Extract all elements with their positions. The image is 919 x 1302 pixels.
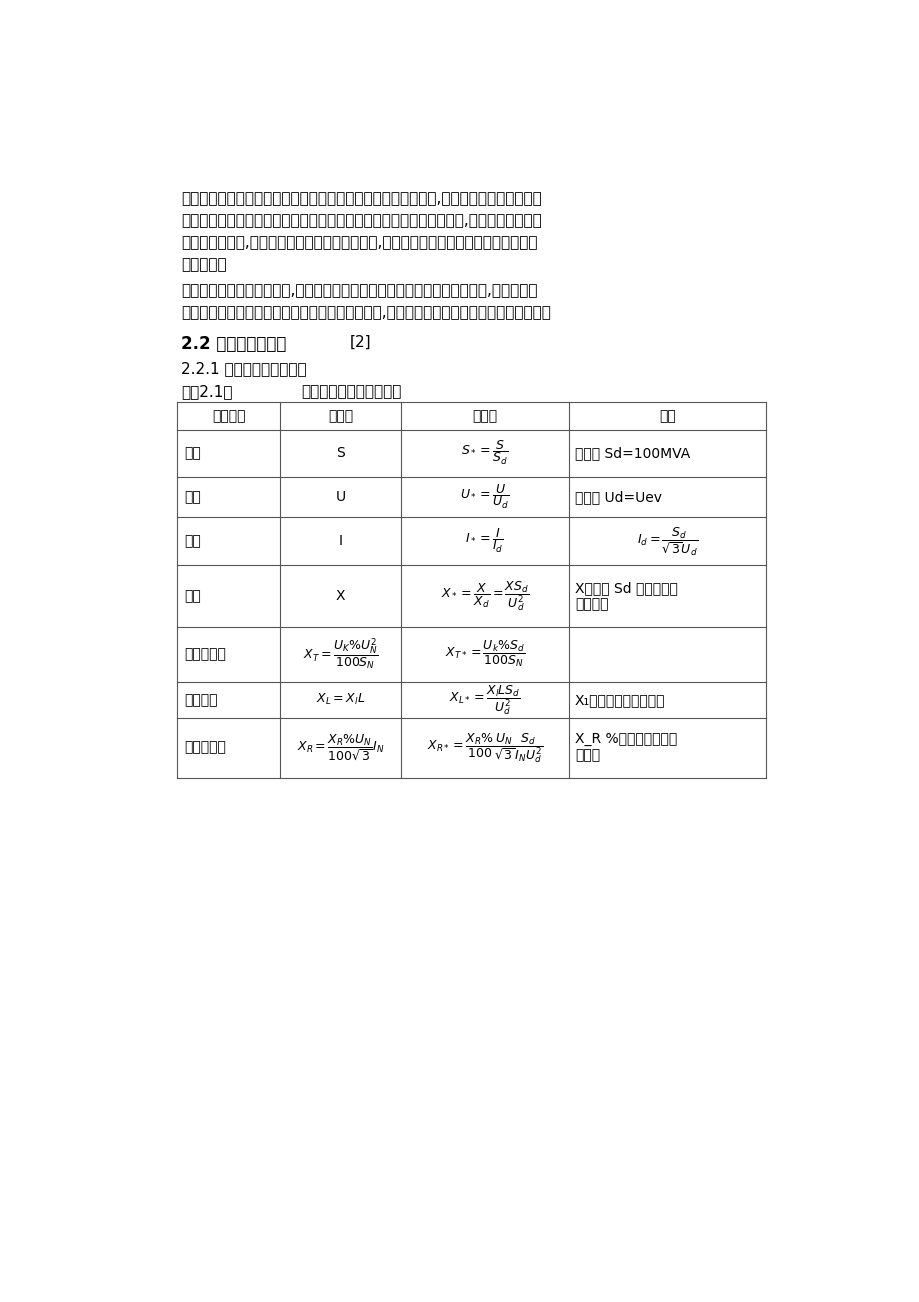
Text: I: I	[338, 534, 342, 548]
Text: $X_T = \dfrac{U_K\%U_N^2}{100S_N}$: $X_T = \dfrac{U_K\%U_N^2}{100S_N}$	[302, 637, 378, 672]
Text: $I_* = \dfrac{I}{I_d}$: $I_* = \dfrac{I}{I_d}$	[465, 527, 504, 555]
Text: $S_* = \dfrac{S}{S_d}$: $S_* = \dfrac{S}{S_d}$	[460, 440, 508, 467]
Text: 一般取 Ud=Uev: 一般取 Ud=Uev	[574, 491, 661, 504]
Text: $X_{R*} = \dfrac{X_R\%}{100} \dfrac{U_N}{\sqrt{3}} \dfrac{S_d}{I_N U_d^2}$: $X_{R*} = \dfrac{X_R\%}{100} \dfrac{U_N}…	[426, 730, 542, 764]
Text: 功率: 功率	[185, 447, 201, 461]
Text: [2]: [2]	[349, 335, 371, 350]
Text: 变压器电抗: 变压器电抗	[185, 647, 226, 661]
Text: $X_R = \dfrac{X_R\%U_N}{100\sqrt{3}} I_N$: $X_R = \dfrac{X_R\%U_N}{100\sqrt{3}} I_N…	[297, 733, 384, 763]
Text: 够经受住突发短路故障引起的发热效应和电动理效应的巨大冲击。同时,为了尽快切断电源: 够经受住突发短路故障引起的发热效应和电动理效应的巨大冲击。同时,为了尽快切断电源	[181, 212, 541, 228]
Text: $U_* = \dfrac{U}{U_d}$: $U_* = \dfrac{U}{U_d}$	[460, 483, 509, 512]
Text: X_R %为电抗器铭牌上
的数值: X_R %为电抗器铭牌上 的数值	[574, 733, 676, 763]
Text: 线路上且恰好当某一相电压过零时刻发生三相短路,在该相中就会出现最为严重的短路电流。: 线路上且恰好当某一相电压过零时刻发生三相短路,在该相中就会出现最为严重的短路电流…	[181, 305, 550, 320]
Text: 用可能流经该设备的最大短路电流进行热稳定校验和动稳定校验,以保证该设备在运行中能: 用可能流经该设备的最大短路电流进行热稳定校验和动稳定校验,以保证该设备在运行中能	[181, 191, 541, 206]
Text: 有名值: 有名值	[327, 409, 353, 423]
Text: U: U	[335, 491, 346, 504]
Text: $X_L = X_l L$: $X_L = X_l L$	[315, 693, 365, 707]
Text: 电压: 电压	[185, 491, 201, 504]
Text: 一般取 Sd=100MVA: 一般取 Sd=100MVA	[574, 447, 689, 461]
Text: $X_{L*} = \dfrac{X_l LS_d}{U_d^2}$: $X_{L*} = \dfrac{X_l LS_d}{U_d^2}$	[448, 684, 520, 717]
Text: $X_{T*} = \dfrac{U_k\%S_d}{100S_N}$: $X_{T*} = \dfrac{U_k\%S_d}{100S_N}$	[444, 639, 524, 669]
Text: 电流数据。: 电流数据。	[181, 256, 226, 272]
Text: 对短路点的供电,采用了各种继电保护和自动装置,这些装置的整定计算也需要准确的短路: 对短路点的供电,采用了各种继电保护和自动装置,这些装置的整定计算也需要准确的短路	[181, 234, 537, 250]
Text: $I_d = \dfrac{S_d}{\sqrt{3}U_d}$: $I_d = \dfrac{S_d}{\sqrt{3}U_d}$	[636, 525, 698, 557]
Text: X: X	[335, 589, 345, 603]
Text: X₁为线路每公里电抗值: X₁为线路每公里电抗值	[574, 693, 664, 707]
Text: 2.2 短路电流的计算: 2.2 短路电流的计算	[181, 335, 286, 353]
Text: 2.2.1 短路计算的相关公式: 2.2.1 短路计算的相关公式	[181, 361, 306, 376]
Text: 电抗器电抗: 电抗器电抗	[185, 741, 226, 755]
Text: X＊是以 Sd 为基准容量
的标幺值: X＊是以 Sd 为基准容量 的标幺值	[574, 581, 677, 611]
Text: $X_* = \dfrac{X}{X_d} = \dfrac{XS_d}{U_d^2}$: $X_* = \dfrac{X}{X_d} = \dfrac{XS_d}{U_d…	[440, 579, 528, 613]
Text: 为了校验各种电器设备,必须找出可能出现的最严重的短路电流。经分析,发现在空载: 为了校验各种电器设备,必须找出可能出现的最严重的短路电流。经分析,发现在空载	[181, 284, 537, 298]
Text: 说明: 说明	[658, 409, 675, 423]
Text: 有名值与标幺值换算公式: 有名值与标幺值换算公式	[301, 384, 401, 400]
Text: （表2.1）: （表2.1）	[181, 384, 233, 400]
Text: S: S	[335, 447, 345, 461]
Text: 电流: 电流	[185, 534, 201, 548]
Text: 标幺值: 标幺值	[471, 409, 497, 423]
Text: 线路电抗: 线路电抗	[185, 693, 218, 707]
Text: 参数名称: 参数名称	[211, 409, 245, 423]
Text: 电抗: 电抗	[185, 589, 201, 603]
